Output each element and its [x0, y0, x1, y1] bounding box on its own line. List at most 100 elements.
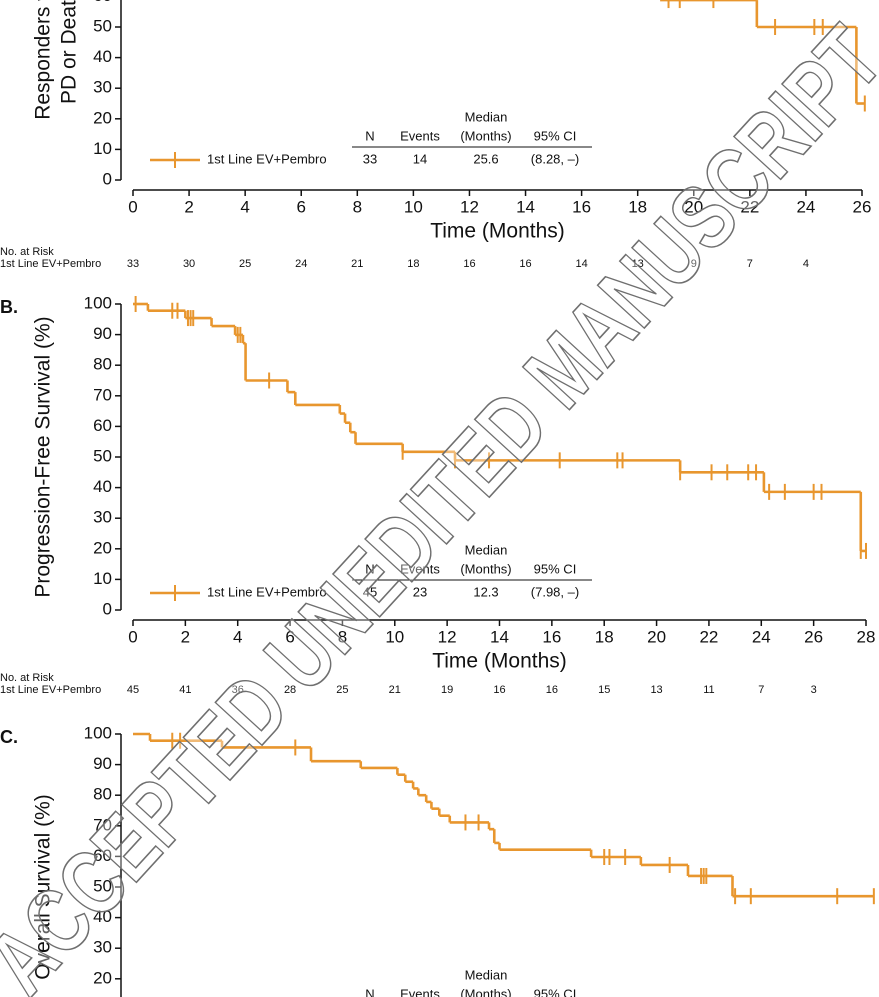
watermark: ACCEPTED UNEDITED MANUSCRIPT — [0, 8, 879, 997]
risk-count: 13 — [632, 258, 644, 270]
stats-header: Events — [400, 561, 440, 576]
stats-header: N — [365, 128, 374, 143]
risk-count: 7 — [747, 258, 753, 270]
y-tick-label: 10 — [93, 569, 112, 588]
y-tick-label: 10 — [93, 139, 112, 158]
x-tick-label: 2 — [181, 627, 190, 646]
x-tick-label: 22 — [740, 197, 759, 216]
legend-label: 1st Line EV+Pembro — [207, 584, 327, 599]
stats-header: N — [365, 561, 374, 576]
risk-count: 4 — [803, 258, 809, 270]
risk-count: 15 — [598, 684, 610, 696]
x-tick-label: 20 — [647, 627, 666, 646]
stats-cell: 23 — [413, 584, 427, 599]
risk-count: 13 — [650, 684, 662, 696]
y-tick-label: 30 — [93, 938, 112, 957]
y-tick-label: 40 — [93, 477, 112, 496]
y-tick-label: 30 — [93, 508, 112, 527]
panel-label: B. — [0, 297, 18, 317]
x-tick-label: 24 — [796, 197, 815, 216]
x-tick-label: 18 — [595, 627, 614, 646]
x-tick-label: 24 — [752, 627, 771, 646]
y-tick-label: 0 — [103, 169, 112, 188]
risk-count: 33 — [127, 258, 139, 270]
risk-count: 19 — [441, 684, 453, 696]
x-tick-label: 14 — [516, 197, 535, 216]
y-tick-label: 40 — [93, 907, 112, 926]
risk-count: 30 — [183, 258, 195, 270]
risk-title: No. at Risk — [0, 672, 54, 684]
x-tick-label: 16 — [542, 627, 561, 646]
stats-cell: 12.3 — [473, 584, 498, 599]
risk-count: 36 — [232, 684, 244, 696]
stats-header: N — [365, 986, 374, 997]
risk-count: 16 — [546, 684, 558, 696]
legend-label: 1st Line EV+Pembro — [207, 151, 327, 166]
x-tick-label: 0 — [128, 197, 137, 216]
y-tick-label: 50 — [93, 446, 112, 465]
y-axis-title: Progression-Free Survival (%) — [32, 316, 55, 597]
x-tick-label: 16 — [572, 197, 591, 216]
risk-label: 1st Line EV+Pembro — [0, 684, 101, 696]
y-tick-label: 40 — [93, 47, 112, 66]
x-tick-label: 10 — [404, 197, 423, 216]
x-tick-label: 10 — [385, 627, 404, 646]
x-tick-label: 6 — [285, 627, 294, 646]
stats-cell: 33 — [363, 151, 377, 166]
y-tick-label: 60 — [93, 0, 112, 5]
risk-count: 28 — [284, 684, 296, 696]
x-tick-label: 4 — [240, 197, 249, 216]
risk-count: 24 — [295, 258, 307, 270]
stats-header: 95% CI — [534, 561, 577, 576]
x-tick-label: 28 — [857, 627, 876, 646]
y-axis-title: Overall Survival (%) — [32, 794, 55, 980]
stats-cell: (7.98, –) — [531, 584, 579, 599]
x-tick-label: 26 — [853, 197, 872, 216]
y-tick-label: 100 — [84, 293, 112, 312]
risk-label: 1st Line EV+Pembro — [0, 258, 101, 270]
stats-header: Median — [465, 542, 508, 557]
risk-count: 25 — [336, 684, 348, 696]
x-tick-label: 12 — [438, 627, 457, 646]
x-axis-title: Time (Months) — [430, 220, 565, 243]
y-axis-title: PD or Death (%) — [58, 0, 81, 104]
y-tick-label: 0 — [103, 599, 112, 618]
stats-header: (Months) — [460, 561, 511, 576]
x-axis-title: Time (Months) — [432, 650, 567, 673]
x-tick-label: 18 — [628, 197, 647, 216]
stats-header: Median — [465, 967, 508, 982]
stats-header: Events — [400, 986, 440, 997]
y-tick-label: 100 — [84, 723, 112, 742]
stats-cell: 25.6 — [473, 151, 498, 166]
y-tick-label: 70 — [93, 385, 112, 404]
risk-count: 21 — [351, 258, 363, 270]
y-tick-label: 50 — [93, 876, 112, 895]
risk-count: 14 — [575, 258, 587, 270]
x-tick-label: 26 — [804, 627, 823, 646]
x-tick-label: 22 — [699, 627, 718, 646]
stats-header: (Months) — [460, 986, 511, 997]
x-tick-label: 8 — [353, 197, 362, 216]
risk-count: 11 — [703, 684, 714, 696]
y-tick-label: 70 — [93, 815, 112, 834]
y-tick-label: 60 — [93, 846, 112, 865]
risk-count: 7 — [758, 684, 764, 696]
risk-count: 21 — [389, 684, 401, 696]
stats-header: (Months) — [460, 128, 511, 143]
y-tick-label: 90 — [93, 754, 112, 773]
stats-cell: (8.28, –) — [531, 151, 579, 166]
x-tick-label: 0 — [128, 627, 137, 646]
risk-count: 45 — [127, 684, 139, 696]
x-tick-label: 12 — [460, 197, 479, 216]
stats-cell: 45 — [363, 584, 377, 599]
y-tick-label: 90 — [93, 324, 112, 343]
y-tick-label: 20 — [93, 538, 112, 557]
stats-cell: 14 — [413, 151, 427, 166]
stats-header: 95% CI — [534, 128, 577, 143]
y-tick-label: 80 — [93, 785, 112, 804]
y-tick-label: 20 — [93, 968, 112, 987]
stats-header: 95% CI — [534, 986, 577, 997]
x-tick-label: 4 — [233, 627, 242, 646]
